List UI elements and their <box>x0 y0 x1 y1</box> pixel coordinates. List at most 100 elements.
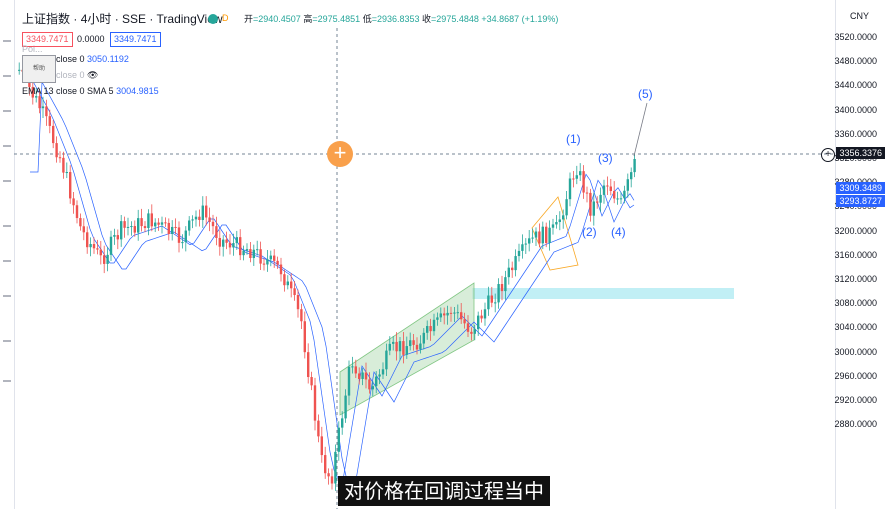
add-alert-plus-icon[interactable]: + <box>327 141 353 167</box>
status-dot <box>208 14 218 24</box>
lock-icon[interactable] <box>3 380 11 382</box>
candle <box>41 96 45 118</box>
candle <box>296 289 300 318</box>
price-tick: 2920.0000 <box>834 395 877 405</box>
currency-label[interactable]: CNY <box>849 11 869 21</box>
candle <box>273 249 276 268</box>
brush-icon[interactable] <box>3 145 11 147</box>
candle <box>120 214 123 247</box>
measure-icon[interactable] <box>3 260 11 262</box>
video-subtitle: 对价格在回调过程当中 <box>338 476 550 506</box>
candle <box>317 414 320 443</box>
candle <box>504 270 507 300</box>
candle <box>551 218 555 235</box>
candle <box>283 269 286 292</box>
candle <box>52 120 55 149</box>
candle <box>191 215 194 229</box>
price-tick: 3440.0000 <box>834 80 877 91</box>
pattern-icon[interactable] <box>3 225 11 227</box>
candle <box>150 204 153 232</box>
candle <box>585 186 589 203</box>
delay-badge: D <box>222 13 229 23</box>
candle <box>106 247 109 272</box>
drawing-toolbar[interactable] <box>0 0 15 509</box>
candle <box>75 200 79 224</box>
candle <box>572 170 575 188</box>
candle <box>256 240 259 256</box>
candle <box>582 165 585 199</box>
candle <box>293 281 296 301</box>
candle <box>388 336 391 356</box>
candle <box>269 250 272 267</box>
crosshair-price-label: 3356.3376 <box>836 147 885 159</box>
candle <box>228 234 232 255</box>
candle <box>405 336 408 359</box>
candle <box>160 216 164 234</box>
candle <box>415 337 419 355</box>
candle <box>72 192 75 214</box>
legend-indicator-4[interactable]: EMA 13 close 0 SMA 5 3004.9815 <box>22 86 159 96</box>
candle <box>103 245 106 274</box>
magnet-icon[interactable] <box>3 340 11 342</box>
cursor-icon[interactable] <box>3 40 11 42</box>
candle <box>555 215 558 229</box>
zoom-icon[interactable] <box>3 295 11 297</box>
candle <box>239 229 242 261</box>
legend-indicator-1[interactable]: Poi... <box>22 44 43 54</box>
buy-button[interactable]: 3349.7471 <box>110 32 161 47</box>
candle <box>307 343 310 384</box>
candle <box>143 221 147 233</box>
fib-icon[interactable] <box>3 110 11 112</box>
candle <box>69 165 72 204</box>
symbol-title[interactable]: 上证指数 · 4小时 · SSE · TradingView <box>22 12 223 26</box>
candle <box>303 311 306 359</box>
ema-price-label: 3309.3489 <box>836 182 885 194</box>
candle <box>242 245 245 261</box>
candle <box>194 210 198 227</box>
candle <box>133 220 136 237</box>
candle <box>358 367 361 385</box>
price-tick: 3160.0000 <box>834 249 877 260</box>
candle <box>602 179 606 204</box>
candle <box>201 196 204 228</box>
price-axis[interactable]: CNY 3520.0000 3480.0000 3440.0000 3400.0000… <box>834 0 891 509</box>
candle <box>480 309 483 323</box>
candle <box>177 221 181 253</box>
candle <box>222 235 225 257</box>
eye-icon: 👁 <box>87 70 99 80</box>
candle <box>300 303 303 330</box>
candle <box>211 214 215 235</box>
candle <box>109 230 113 261</box>
candle <box>208 207 211 232</box>
ohlc-readout: 开=2940.4507 高=2975.4851 低=2936.8353 收=29… <box>244 14 559 24</box>
wave-label-3: (3) <box>598 151 613 165</box>
sma-price-label: 3293.8727 <box>836 195 885 207</box>
candle <box>531 228 534 243</box>
candle <box>334 444 337 491</box>
candle <box>429 318 432 341</box>
candle <box>137 209 140 241</box>
candle <box>616 191 619 205</box>
candle <box>276 256 279 269</box>
candle <box>436 312 439 326</box>
candle <box>62 151 65 179</box>
candle <box>225 231 228 250</box>
legend-indicator-2[interactable]: close 0 3050.1192 <box>56 54 129 64</box>
trendline-icon[interactable] <box>3 75 11 77</box>
candle <box>123 216 126 238</box>
candle <box>351 356 354 374</box>
crosshair-plus-icon[interactable]: + <box>821 148 835 162</box>
legend-indicator-3[interactable]: close 0 👁 <box>56 70 99 80</box>
candle <box>548 220 551 251</box>
candle <box>205 196 208 226</box>
candle <box>218 230 221 256</box>
help-popup[interactable]: 帮助 <box>22 55 56 83</box>
sell-button[interactable]: 3349.7471 <box>22 32 73 47</box>
candle <box>385 343 388 377</box>
text-icon[interactable] <box>3 180 11 182</box>
candle <box>507 258 510 285</box>
candle <box>453 307 456 322</box>
candle <box>181 234 184 249</box>
price-tick: 3040.0000 <box>834 322 877 333</box>
